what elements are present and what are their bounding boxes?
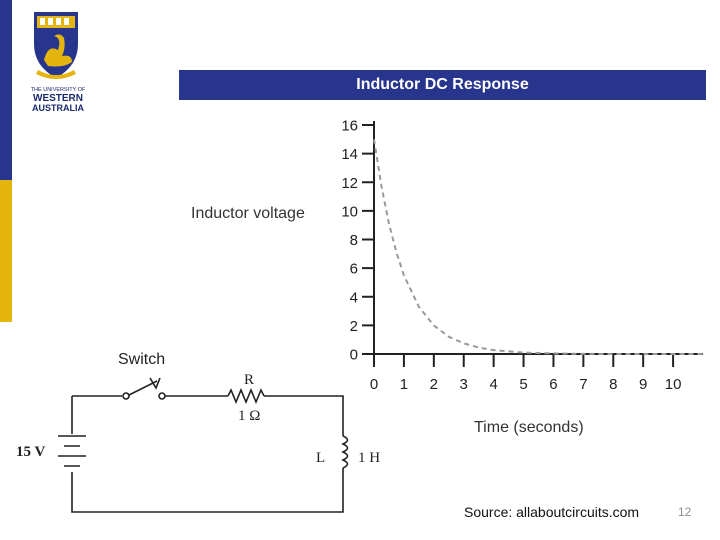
inductor-value: 1 H (358, 450, 380, 466)
x-tick-label: 6 (549, 376, 557, 393)
y-tick-label: 2 (350, 318, 358, 335)
x-tick-label: 10 (665, 376, 682, 393)
circuit-diagram (58, 377, 349, 513)
switch-blade (128, 377, 161, 396)
battery-symbol (58, 435, 86, 467)
accent-bar-blue (0, 0, 12, 180)
chart-series (373, 139, 703, 355)
circuit-wire-right (71, 468, 344, 513)
slide-title-bar: Inductor DC Response (179, 70, 706, 100)
y-tick-label: 10 (341, 203, 358, 220)
x-tick-label: 7 (579, 376, 587, 393)
x-axis-label: Time (seconds) (474, 419, 584, 436)
logo-line-1: THE UNIVERSITY OF (31, 87, 86, 93)
x-tick-label: 8 (609, 376, 617, 393)
university-logo: THE UNIVERSITY OF WESTERN AUSTRALIA (31, 12, 86, 113)
inductor-coil (341, 435, 349, 469)
y-tick-label: 8 (350, 232, 358, 249)
x-tick-label: 3 (460, 376, 468, 393)
series-line (373, 139, 703, 355)
resistor-label: R (244, 372, 254, 388)
logo-line-3: AUSTRALIA (32, 103, 84, 113)
x-tick-label: 2 (430, 376, 438, 393)
x-tick-label: 9 (639, 376, 647, 393)
source-credit: Source: allaboutcircuits.com (464, 504, 640, 520)
switch-label: Switch (118, 351, 165, 368)
swan-crest-icon (34, 12, 78, 79)
logo-line-2: WESTERN (33, 93, 83, 104)
switch-terminal-left (122, 392, 130, 400)
chart-axes (373, 121, 703, 355)
y-tick-label: 12 (341, 175, 358, 192)
x-tick-label: 1 (400, 376, 408, 393)
y-tick-label: 0 (350, 347, 358, 364)
resistor-value: 1 Ω (238, 408, 260, 424)
x-tick-label: 0 (370, 376, 378, 393)
inductor-label: L (316, 450, 325, 466)
switch-terminal-right (158, 392, 166, 400)
x-tick-label: 4 (489, 376, 497, 393)
y-axis-label: Inductor voltage (191, 205, 305, 222)
x-tick-label: 5 (519, 376, 527, 393)
y-tick-label: 6 (350, 261, 358, 278)
y-tick-label: 14 (341, 146, 358, 163)
y-tick-label: 4 (350, 289, 358, 306)
x-ticks: 0 1 2 3 4 5 6 7 8 9 10 (370, 354, 682, 393)
accent-bar-gold (0, 180, 12, 322)
source-voltage-label: 15 V (16, 444, 45, 460)
y-ticks: 0 2 4 6 8 10 12 14 16 (341, 118, 374, 364)
circuit-wire-top-right (264, 395, 344, 436)
slide-number: 12 (678, 505, 692, 519)
slide-title: Inductor DC Response (356, 76, 529, 93)
resistor-symbol (227, 387, 265, 405)
y-tick-label: 16 (341, 118, 358, 135)
